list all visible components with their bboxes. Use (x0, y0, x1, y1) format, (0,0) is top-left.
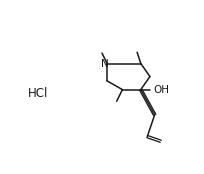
Text: N: N (101, 58, 109, 69)
Text: OH: OH (154, 85, 170, 95)
Text: HCl: HCl (28, 88, 48, 100)
